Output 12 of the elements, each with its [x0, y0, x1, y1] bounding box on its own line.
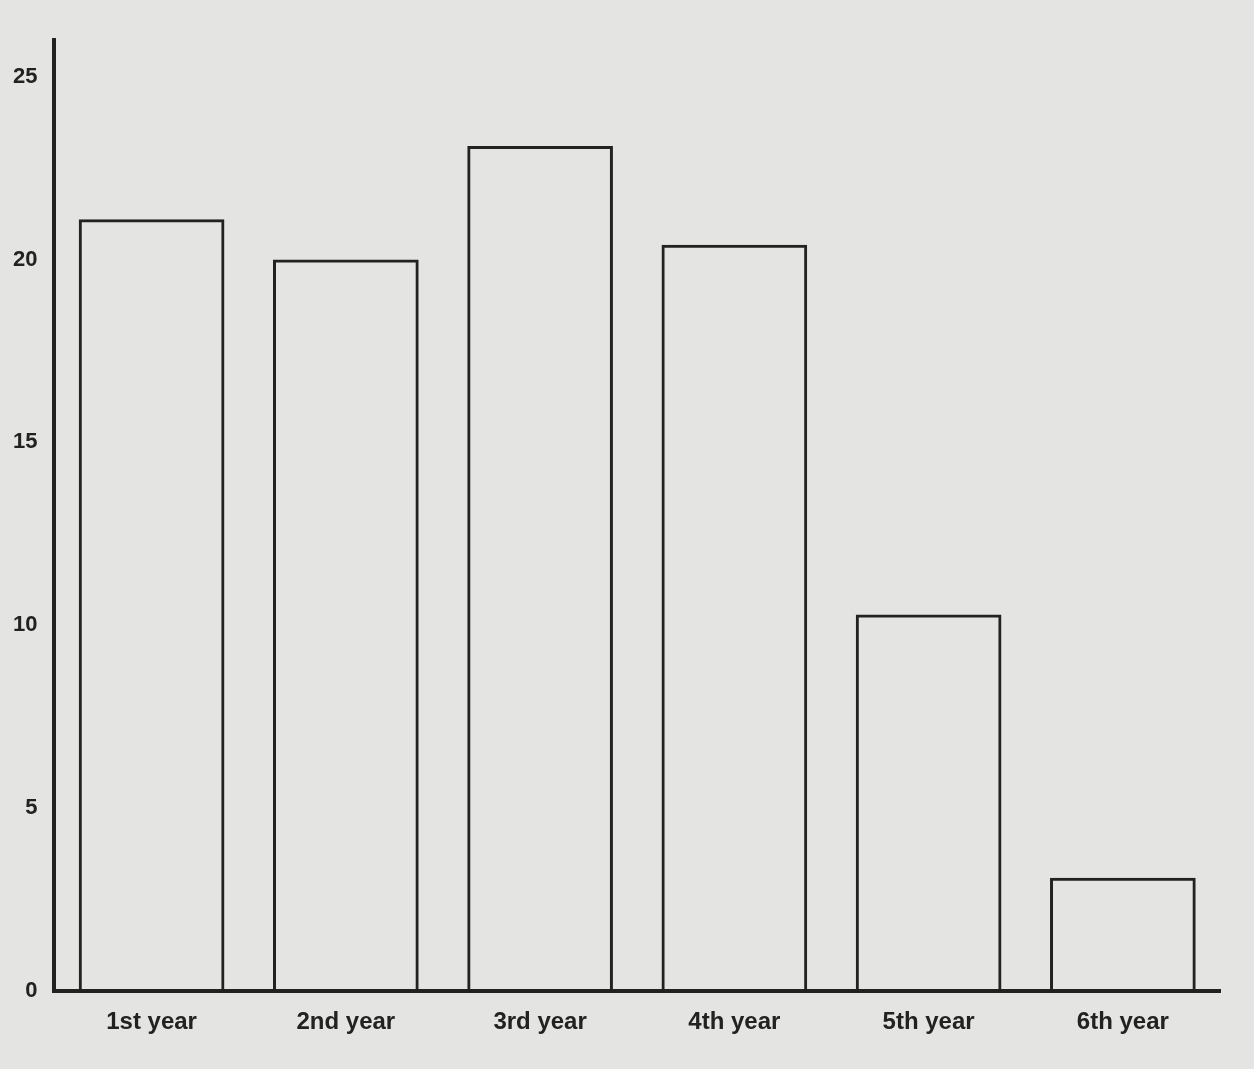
x-tick-label: 4th year: [688, 1007, 781, 1035]
y-tick-label: 15: [12, 428, 38, 454]
x-tick-label: 2nd year: [296, 1007, 396, 1035]
y-tick-label: 25: [12, 62, 38, 88]
y-tick-label: 0: [25, 977, 38, 1003]
x-tick-label: 1st year: [106, 1007, 197, 1035]
x-tick-label: 5th year: [882, 1007, 975, 1035]
y-tick-label: 5: [25, 794, 38, 820]
y-tick-label: 20: [12, 245, 38, 271]
y-tick-label: 10: [12, 611, 38, 637]
x-tick-label: 6th year: [1076, 1007, 1169, 1035]
x-tick-label: 3rd year: [493, 1007, 587, 1035]
